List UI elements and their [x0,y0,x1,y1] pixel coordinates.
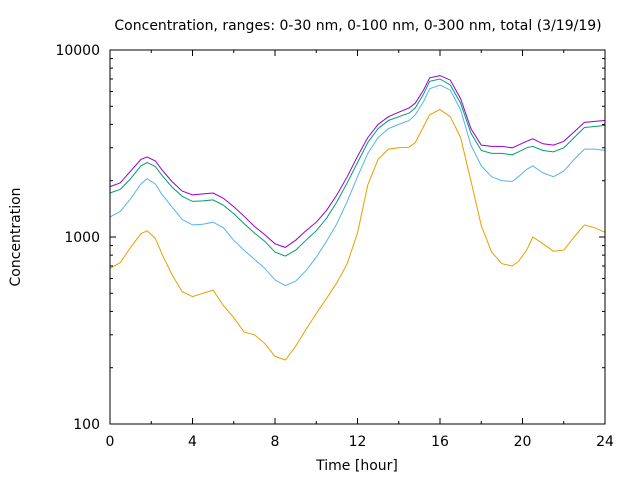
x-tick-label: 16 [431,434,449,450]
series-layer [109,75,606,361]
x-tick-label: 4 [188,434,197,450]
series-line-3 [109,78,606,257]
x-axis-label: Time [hour] [315,458,398,474]
series-line-1 [109,109,606,361]
x-tick-label: 8 [271,434,280,450]
chart-title: Concentration, ranges: 0-30 nm, 0-100 nm… [114,18,601,34]
x-tick-label: 24 [596,434,614,450]
plot-frame [109,49,606,425]
y-tick-label: 100 [73,417,100,433]
y-axis-label: Concentration [8,187,24,286]
x-tick-label: 0 [106,434,115,450]
tick-layer: 0 4 8 12 16 20 24 100 1000 10000 [55,43,614,450]
series-line-4 [109,75,606,248]
x-tick-label: 20 [514,434,532,450]
x-tick-label: 12 [349,434,367,450]
series-line-2 [109,84,606,287]
y-tick-label: 10000 [55,43,100,59]
y-tick-label: 1000 [64,230,100,246]
